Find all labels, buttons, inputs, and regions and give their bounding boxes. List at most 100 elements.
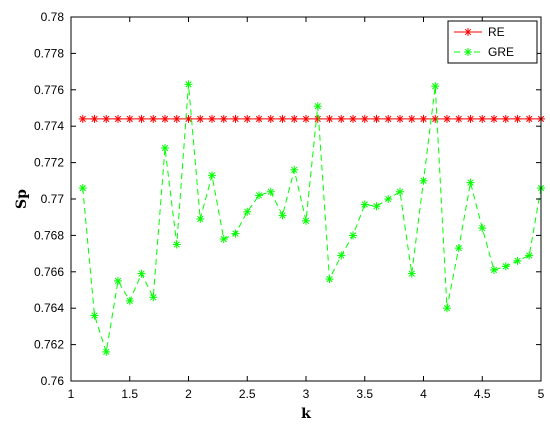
data-point [231, 114, 240, 123]
data-point [396, 187, 404, 196]
data-point [454, 114, 463, 123]
legend-box [447, 20, 538, 64]
data-point [90, 311, 99, 320]
data-point [302, 216, 310, 225]
data-point [349, 231, 357, 240]
data-point [513, 256, 522, 265]
data-point [266, 114, 275, 123]
data-point [302, 114, 310, 123]
data-point [431, 82, 440, 91]
x-tick-label: 4 [420, 387, 427, 401]
data-point [278, 211, 287, 220]
data-point [372, 202, 381, 211]
data-point [102, 347, 111, 356]
data-point [219, 114, 228, 123]
data-point [478, 114, 487, 123]
data-point [325, 275, 334, 284]
data-point [208, 114, 216, 123]
data-point [501, 262, 510, 271]
data-point [196, 114, 205, 123]
series-GRE [78, 80, 545, 356]
data-point [231, 229, 240, 238]
data-point [172, 240, 181, 249]
data-point [349, 114, 357, 123]
data-point [419, 176, 428, 185]
data-point [490, 265, 498, 274]
y-tick-label: 0.768 [34, 228, 64, 242]
y-axis-label: Sp [14, 189, 30, 209]
data-point [125, 296, 134, 305]
data-point [255, 191, 263, 200]
data-point [184, 80, 193, 89]
data-point [255, 114, 263, 123]
data-point [501, 114, 510, 123]
x-tick-label: 5 [538, 387, 545, 401]
plot-area [71, 17, 541, 381]
data-point [90, 114, 99, 123]
data-point [325, 114, 334, 123]
data-point [360, 200, 369, 209]
x-tick-label: 4.5 [474, 387, 491, 401]
data-point [161, 114, 169, 123]
ticks-layer: 1 1.5 2 2.5 3 3.5 4 4.5 5 0.76 0.762 0.764 0.766 0.76… [34, 10, 545, 401]
y-tick-label: 0.78 [41, 10, 65, 24]
data-point [313, 114, 322, 123]
data-point [384, 195, 393, 203]
data-point [78, 184, 87, 193]
y-tick-label: 0.764 [34, 301, 64, 315]
data-point [443, 114, 451, 123]
data-point [337, 251, 346, 260]
data-point [478, 224, 487, 233]
y-tick-label: 0.772 [34, 156, 64, 170]
y-tick-label: 0.76 [41, 374, 65, 388]
data-point [396, 114, 404, 123]
data-point [372, 114, 381, 123]
data-point [419, 114, 428, 123]
legend-item: GRE [454, 45, 514, 59]
data-point [443, 304, 451, 313]
data-point [219, 235, 228, 244]
data-point [149, 293, 158, 302]
data-point [125, 114, 134, 123]
data-point [149, 114, 158, 123]
data-point [196, 215, 205, 224]
x-axis-label: k [301, 406, 311, 422]
y-tick-label: 0.77 [41, 192, 65, 206]
data-point [278, 114, 287, 123]
data-point [525, 114, 534, 123]
legend-label: RE [488, 25, 505, 39]
data-point [102, 114, 111, 123]
data-point [384, 114, 393, 123]
data-point [114, 114, 122, 123]
data-point [490, 114, 498, 123]
data-point [290, 114, 299, 123]
data-point [137, 269, 146, 278]
series-RE [78, 114, 545, 123]
series-line [82, 84, 542, 353]
legend-item: RE [454, 25, 505, 39]
data-point [407, 269, 416, 278]
data-point [172, 114, 181, 123]
data-point [114, 276, 122, 285]
data-point [513, 114, 522, 123]
x-tick-label: 3.5 [356, 387, 373, 401]
legend-label: GRE [488, 45, 514, 59]
data-point [313, 102, 322, 111]
data-point [78, 114, 87, 123]
data-point [466, 178, 475, 187]
data-point [407, 114, 416, 123]
series-layer [78, 80, 545, 356]
data-point [525, 251, 534, 260]
y-tick-label: 0.762 [34, 338, 64, 352]
y-tick-label: 0.766 [34, 265, 64, 279]
data-point [243, 207, 252, 216]
legend: RE GRE [447, 20, 538, 64]
data-point [137, 114, 146, 123]
data-point [208, 171, 216, 180]
x-tick-label: 2.5 [239, 387, 256, 401]
y-tick-label: 0.778 [34, 46, 64, 60]
data-point [266, 187, 275, 196]
x-tick-label: 2 [185, 387, 192, 401]
data-point [243, 114, 252, 123]
